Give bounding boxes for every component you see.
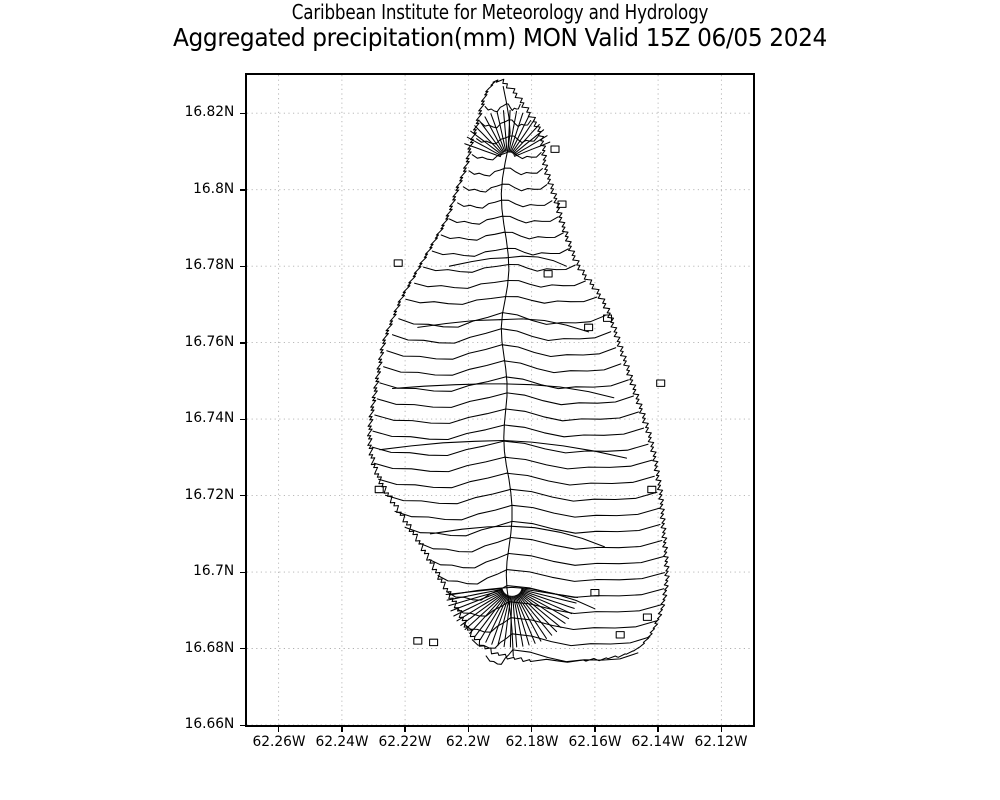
chart-subtitle: Aggregated precipitation(mm) MON Valid 1… <box>173 23 827 52</box>
x-tick-label: 62.18W <box>505 734 559 750</box>
institute-title: Caribbean Institute for Meteorology and … <box>291 0 709 24</box>
x-tick-label: 62.12W <box>694 734 748 750</box>
montserrat-outline <box>366 78 670 665</box>
map-canvas <box>247 75 753 725</box>
x-tick-label: 62.26W <box>252 734 306 750</box>
axis-tick <box>240 418 246 420</box>
x-tick-label: 62.2W <box>446 734 491 750</box>
y-tick-label: 16.78N <box>184 257 234 274</box>
x-tick-label: 62.24W <box>315 734 369 750</box>
axis-tick <box>594 726 596 732</box>
y-tick-label: 16.7N <box>193 563 234 580</box>
axis-tick <box>657 726 659 732</box>
y-tick-label: 16.76N <box>184 333 234 350</box>
y-tick-label: 16.72N <box>184 486 234 503</box>
x-tick-label: 62.16W <box>568 734 622 750</box>
axis-tick <box>720 726 723 732</box>
axis-tick <box>240 724 246 726</box>
axis-tick <box>404 726 406 732</box>
y-tick-label: 16.82N <box>184 104 234 121</box>
axis-tick <box>240 189 246 191</box>
map-plot-area <box>245 73 755 727</box>
chart-title-block: Caribbean Institute for Meteorology and … <box>0 0 1000 51</box>
axis-tick <box>240 342 246 344</box>
axis-tick <box>240 265 246 268</box>
axis-tick <box>240 648 246 650</box>
y-tick-label: 16.74N <box>184 410 234 427</box>
axis-tick <box>530 726 533 732</box>
y-tick-label: 16.68N <box>184 639 234 656</box>
x-tick-label: 62.14W <box>631 734 685 750</box>
axis-tick <box>467 726 470 732</box>
axis-tick <box>240 571 246 573</box>
axis-tick <box>240 112 246 115</box>
y-tick-label: 16.66N <box>184 716 234 732</box>
axis-tick <box>240 495 246 497</box>
axis-tick <box>277 726 280 732</box>
y-axis-labels: 16.82N 16.8N 16.78N 16.76N 16.74N 16.72N 16.7N… <box>0 0 238 800</box>
x-tick-label: 62.22W <box>378 734 432 750</box>
y-tick-label: 16.8N <box>193 180 234 197</box>
axis-tick <box>341 726 343 732</box>
